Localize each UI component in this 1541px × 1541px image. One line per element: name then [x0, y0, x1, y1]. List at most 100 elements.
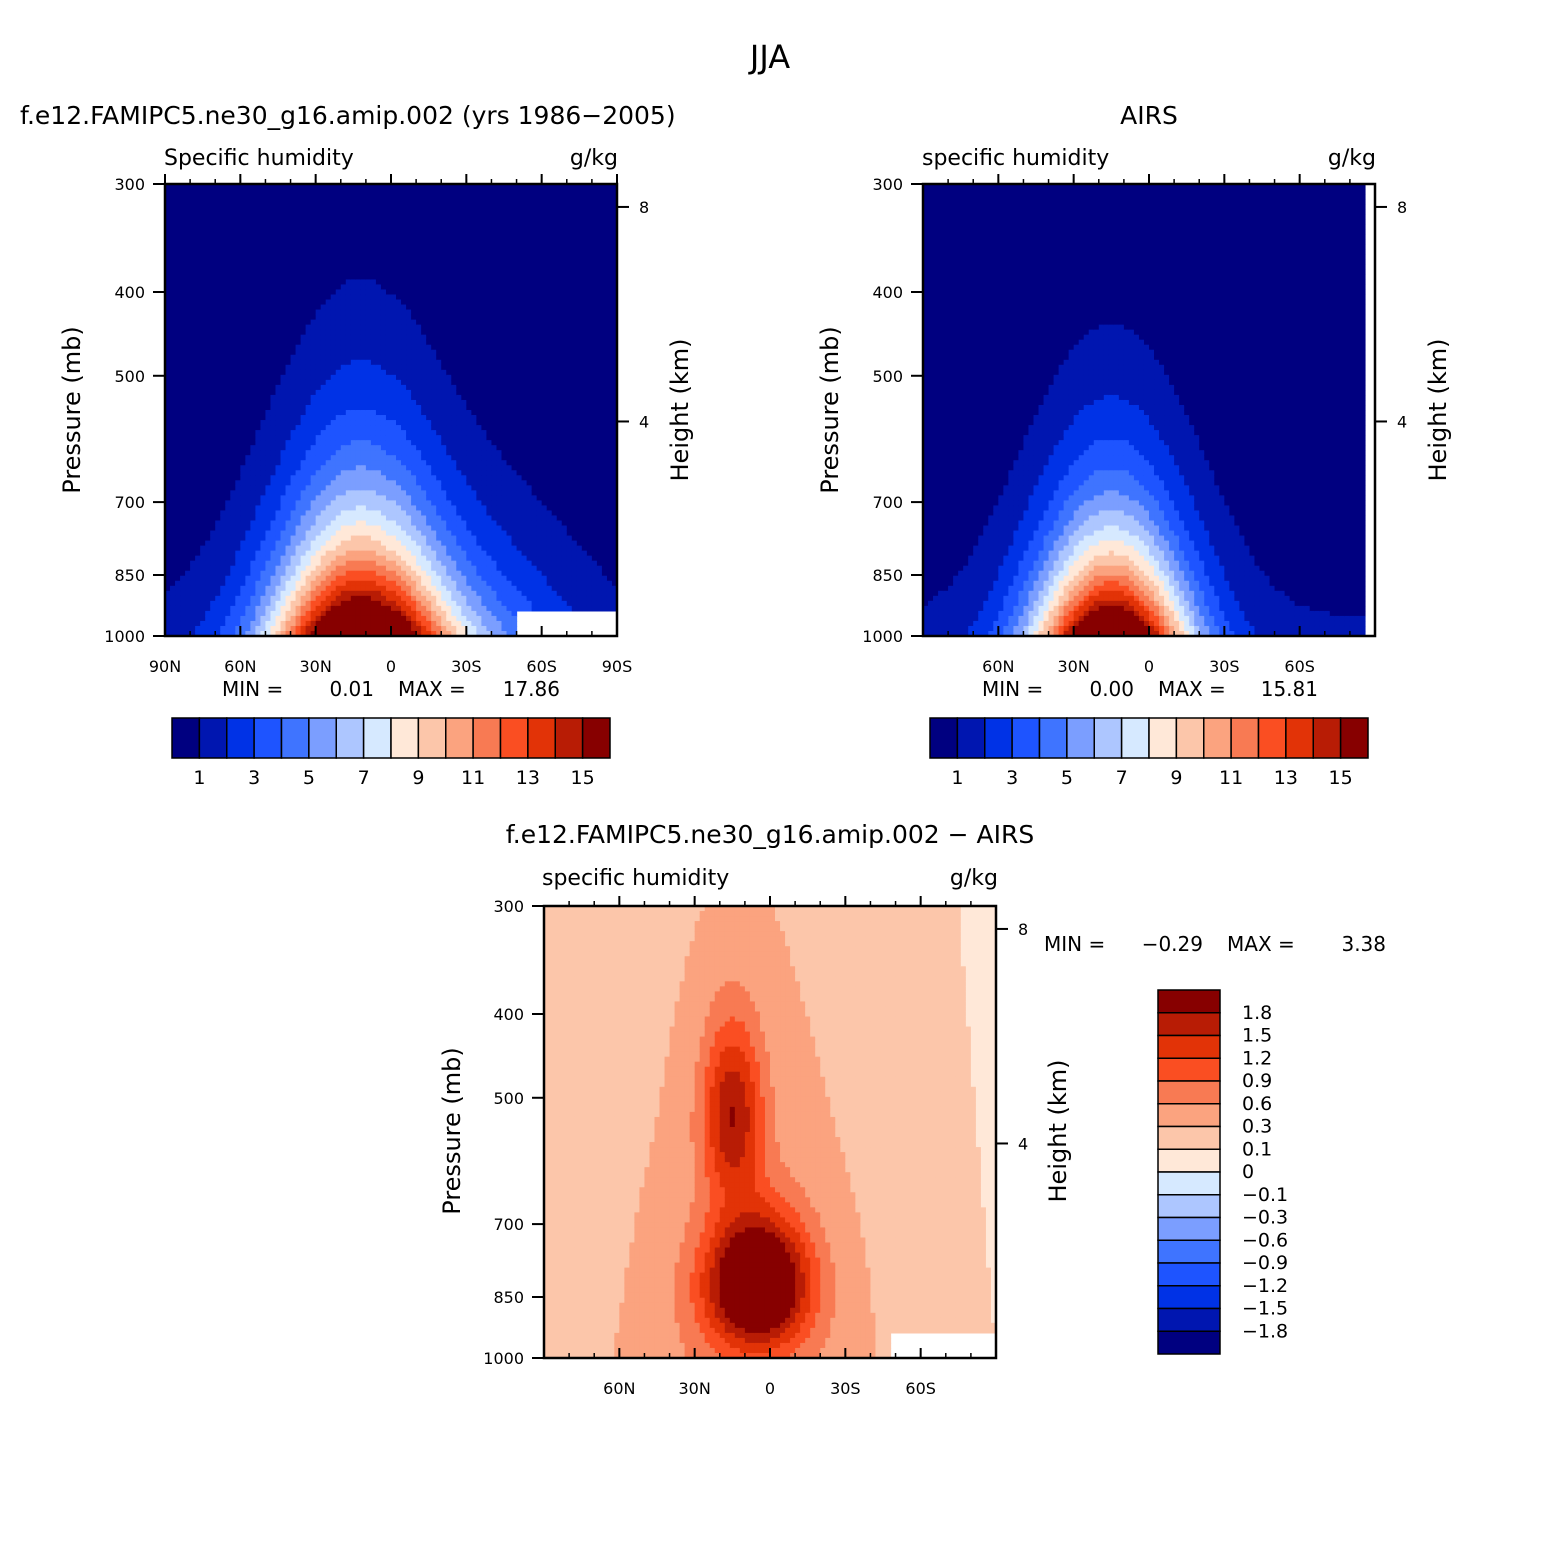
contour-cell: [331, 541, 337, 547]
contour-cell: [210, 616, 216, 622]
contour-cell: [316, 536, 322, 542]
contour-cell: [230, 269, 236, 275]
contour-cell: [225, 370, 231, 376]
contour-cell: [220, 320, 226, 326]
contour-cell: [296, 219, 302, 225]
contour-cell: [240, 546, 246, 552]
contour-cell: [331, 209, 337, 215]
contour-cell: [210, 400, 216, 406]
contour-cell: [210, 345, 216, 351]
contour-cell: [260, 621, 266, 627]
contour-cell: [311, 526, 317, 532]
contour-cell: [366, 269, 372, 275]
contour-cell: [170, 526, 176, 532]
contour-cell: [260, 189, 266, 195]
contour-cell: [250, 385, 256, 391]
contour-cell: [210, 229, 216, 235]
contour-cell: [255, 430, 261, 436]
contour-cell: [421, 194, 427, 200]
contour-cell: [386, 355, 392, 361]
contour-cell: [346, 561, 352, 567]
contour-cell: [316, 279, 322, 285]
contour-cell: [200, 254, 206, 260]
contour-cell: [225, 400, 231, 406]
contour-cell: [175, 390, 181, 396]
contour-cell: [291, 259, 297, 265]
contour-cell: [361, 480, 367, 486]
contour-cell: [205, 300, 211, 306]
contour-cell: [190, 445, 196, 451]
contour-cell: [225, 294, 231, 300]
contour-cell: [381, 310, 387, 316]
contour-cell: [260, 616, 266, 622]
contour-cell: [291, 425, 297, 431]
contour-cell: [336, 611, 342, 617]
contour-cell: [426, 300, 432, 306]
contour-cell: [220, 536, 226, 542]
contour-cell: [291, 440, 297, 446]
contour-cell: [361, 430, 367, 436]
contour-cell: [215, 189, 221, 195]
contour-cell: [250, 214, 256, 220]
contour-cell: [441, 380, 447, 386]
contour-cell: [426, 520, 432, 526]
contour-cell: [426, 460, 432, 466]
contour-cell: [260, 284, 266, 290]
contour-cell: [406, 234, 412, 240]
contour-cell: [366, 435, 372, 441]
contour-cell: [436, 274, 442, 280]
contour-cell: [286, 611, 292, 617]
contour-cell: [361, 279, 367, 285]
contour-cell: [185, 465, 191, 471]
contour-cell: [396, 330, 402, 336]
contour-cell: [341, 460, 347, 466]
contour-cell: [296, 355, 302, 361]
contour-cell: [421, 415, 427, 421]
contour-cell: [416, 325, 422, 331]
contour-cell: [331, 596, 337, 602]
contour-cell: [220, 515, 226, 521]
contour-cell: [190, 395, 196, 401]
contour-cell: [180, 505, 186, 511]
contour-cell: [331, 264, 337, 270]
contour-cell: [396, 435, 402, 441]
contour-cell: [341, 395, 347, 401]
contour-cell: [296, 405, 302, 411]
contour-cell: [431, 234, 437, 240]
contour-cell: [346, 274, 352, 280]
contour-cell: [281, 500, 287, 506]
contour-cell: [205, 284, 211, 290]
contour-cell: [336, 400, 342, 406]
contour-cell: [321, 345, 327, 351]
contour-cell: [321, 581, 327, 587]
contour-cell: [250, 510, 256, 516]
contour-cell: [175, 254, 181, 260]
contour-cell: [396, 611, 402, 617]
contour-cell: [306, 561, 312, 567]
contour-cell: [341, 199, 347, 205]
contour-cell: [190, 485, 196, 491]
contour-cell: [426, 611, 432, 617]
contour-cell: [265, 370, 271, 376]
contour-cell: [306, 199, 312, 205]
contour-cell: [255, 576, 261, 582]
contour-cell: [260, 224, 266, 230]
contour-cell: [421, 561, 427, 567]
contour-cell: [195, 380, 201, 386]
contour-cell: [411, 616, 417, 622]
contour-cell: [245, 325, 251, 331]
contour-cell: [371, 194, 377, 200]
contour-cell: [316, 596, 322, 602]
contour-cell: [291, 465, 297, 471]
contour-cell: [351, 385, 357, 391]
contour-cell: [401, 520, 407, 526]
contour-cell: [215, 300, 221, 306]
contour-cell: [260, 586, 266, 592]
contour-cell: [356, 370, 362, 376]
contour-cell: [255, 561, 261, 567]
contour-cell: [245, 591, 251, 597]
contour-cell: [311, 430, 317, 436]
contour-cell: [286, 621, 292, 627]
contour-cell: [255, 254, 261, 260]
contour-cell: [406, 541, 412, 547]
